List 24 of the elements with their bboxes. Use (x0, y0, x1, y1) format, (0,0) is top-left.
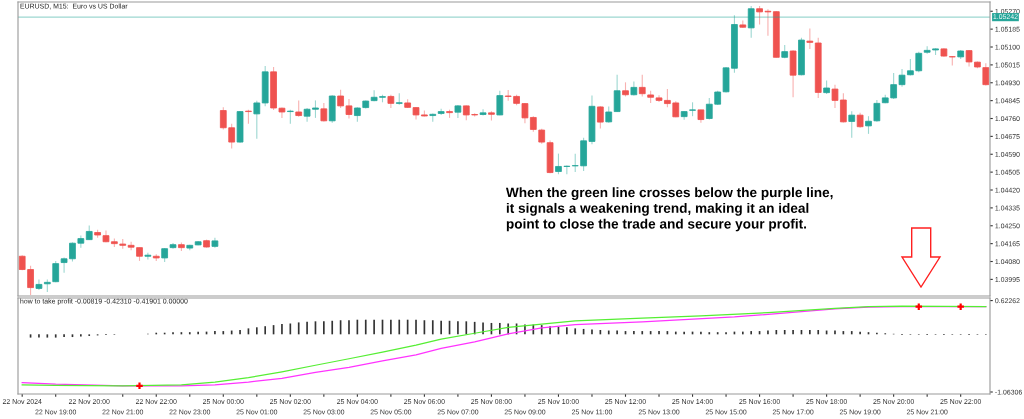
candlestick (43, 278, 51, 293)
candlestick (295, 99, 303, 118)
candlestick (479, 108, 487, 117)
candlestick (161, 247, 168, 263)
candlestick (454, 104, 462, 119)
candlestick (697, 109, 705, 124)
candlestick (387, 94, 395, 109)
candlestick (940, 47, 948, 58)
candlestick (689, 101, 696, 117)
candlestick (35, 278, 43, 291)
candlestick (144, 252, 152, 261)
candlestick (957, 49, 965, 60)
candlestick (395, 92, 403, 106)
candlestick (211, 237, 219, 249)
candlestick (856, 112, 864, 129)
candlestick (680, 110, 688, 121)
candlestick (429, 112, 437, 123)
annotation: When the green line crosses below the purple line, it signals a weakening trend, making it an ideal point to close the trade and secure your profit. (505, 187, 833, 232)
candlestick (169, 242, 177, 250)
candlestick (823, 79, 830, 95)
candlestick (630, 80, 638, 97)
candlestick (948, 55, 956, 67)
candlestick (865, 115, 872, 135)
candlestick (488, 110, 495, 122)
